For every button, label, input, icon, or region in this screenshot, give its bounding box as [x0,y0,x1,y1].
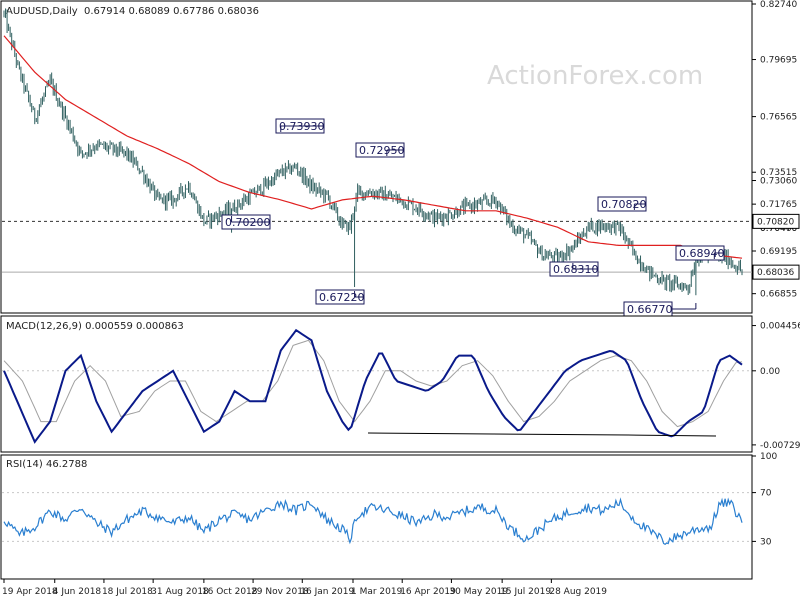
rsi-panel-frame [0,454,753,580]
rsi-panel: RSI(14) 46.2788 100 70 30 [0,452,777,580]
price-tick-label: 0.69195 [760,247,797,257]
price-tick-label: 0.79695 [760,56,797,66]
x-tick-label: 31 Aug 2018 [151,587,209,597]
price-tick-label: 0.76565 [760,113,797,123]
x-tick-label: 16 Oct 2018 [202,587,258,597]
annotation-label: 0.68940 [679,247,725,260]
x-tick-label: 28 Aug 2019 [549,587,607,597]
x-tick-label: 16 Jan 2019 [300,587,354,597]
price-tick-label: 0.70460 [760,224,797,234]
x-tick-label: 1 Mar 2019 [351,587,403,597]
price-tick-label: 0.82740 [760,0,797,10]
annotation-label: 0.70820 [601,198,647,211]
price-panel: ActionForex.com AUDUSD,Daily 0.67914 0.6… [0,0,800,317]
rsi-line [3,497,743,546]
price-annotations: 0.739300.702000.672200.729500.708200.683… [221,118,725,317]
rsi-tick-label: 30 [760,537,772,547]
rsi-title: RSI(14) 46.2788 [6,459,87,470]
x-tick-label: 19 Apr 2018 [2,587,58,597]
macd-support-line-2 [627,434,717,437]
price-tick-label: 0.66855 [760,290,797,300]
sma-line [3,35,743,259]
x-tick-label: 29 Nov 2018 [251,587,309,597]
ohlc-label: 0.67914 0.68089 0.67786 0.68036 [84,6,259,17]
macd-panel: MACD(12,26,9) 0.000559 0.000863 0.004456… [0,315,800,453]
macd-line [3,328,743,444]
current-price-label: 0.68036 [757,268,794,278]
candles [3,8,743,296]
resistance-price-label: 0.70820 [757,217,794,227]
macd-title: MACD(12,26,9) 0.000559 0.000863 [6,321,184,332]
macd-tick-label: 0.00 [760,367,780,377]
annotation-label: 0.67220 [319,291,365,304]
macd-tick-label: -0.007298 [760,441,800,451]
macd-support-line-1 [367,432,629,436]
price-tick-label: 0.73060 [760,177,797,187]
rsi-tick-label: 100 [760,452,777,462]
x-tick-label: 15 Jul 2019 [500,587,551,597]
macd-panel-frame [0,315,753,453]
price-tick-label: 0.73515 [760,168,797,178]
price-tick-label: 0.71765 [760,200,797,210]
symbol-label: AUDUSD,Daily [6,6,78,17]
x-tick-label: 30 May 2019 [449,587,508,597]
resistance-price-box [752,213,800,229]
annotation-label: 0.66770 [627,303,673,316]
rsi-y-axis: 100 70 30 [2,452,777,547]
annotation-label: 0.72950 [359,144,405,157]
x-tick-label: 4 Jun 2018 [53,587,102,597]
watermark: ActionForex.com [487,61,703,91]
macd-y-axis: 0.004456 0.00 -0.007298 [2,322,800,451]
macd-tick-label: 0.004456 [760,322,800,332]
price-guides: 0.70820 0.68036 [2,213,800,280]
rsi-tick-label: 70 [760,489,772,499]
price-panel-frame [0,0,753,314]
x-tick-label: 18 Jul 2018 [102,587,153,597]
x-tick-label: 16 Apr 2019 [400,587,456,597]
current-price-box [752,264,800,280]
